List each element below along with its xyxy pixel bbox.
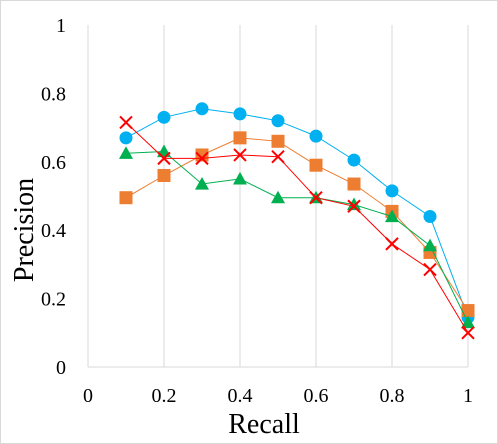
series-0-point-7 [385, 184, 399, 198]
series-3-point-6 [347, 199, 361, 213]
x-tick-label-0: 0 [83, 385, 93, 407]
series-2 [119, 144, 475, 329]
y-tick-label-2: 0.4 [41, 220, 66, 242]
series-3-point-8 [423, 262, 437, 277]
series-3-point-2 [195, 151, 209, 166]
series-0-point-8 [423, 210, 437, 224]
series-3-point-1 [157, 151, 171, 166]
x-tick-label-5: 1 [463, 385, 473, 407]
series-3-point-7-b [385, 237, 399, 251]
series-2-point-3 [233, 171, 247, 185]
series-3-point-0-b [119, 115, 133, 130]
labels: Recall Precision 0 0.2 0.4 0.6 0.8 1 0 0.2 0.4 0.… [9, 15, 473, 440]
series-3-point-9-b [461, 326, 475, 340]
y-tick-label-0: 0 [56, 357, 66, 379]
series-1-point-6 [347, 177, 361, 191]
series-1-point-1 [157, 168, 171, 182]
x-tick-label-4: 0.8 [380, 385, 405, 407]
series-3-point-9 [461, 326, 475, 340]
series-0-line [125, 108, 469, 318]
series-2-line [125, 150, 469, 323]
series-3-point-6-b [347, 199, 361, 213]
series-3-point-5 [309, 191, 323, 205]
series-0 [119, 102, 475, 324]
series-2-point-0 [119, 146, 133, 159]
x-tick-label-2: 0.4 [228, 385, 253, 407]
x-axis-title: Recall [228, 409, 300, 440]
series-3-point-8-b [423, 262, 437, 277]
y-tick-label-1: 0.2 [41, 289, 66, 311]
y-tick-label-3: 0.6 [41, 152, 66, 174]
series-1-point-0 [119, 191, 133, 205]
series-3-point-1-b [157, 151, 171, 166]
series-1-line [125, 137, 469, 311]
x-tick-label-1: 0.2 [152, 385, 177, 407]
series-3-point-4-b [271, 149, 285, 164]
series-2-point-6 [347, 197, 361, 211]
series-0-point-6 [347, 153, 361, 167]
series-2-point-9 [461, 315, 475, 329]
series-0-point-2 [195, 102, 209, 116]
series-1 [119, 131, 475, 318]
y-tick-label-5: 1 [56, 15, 66, 37]
series-1-point-4 [271, 134, 285, 148]
series-0-point-4 [271, 114, 285, 128]
series-3-point-4 [271, 149, 285, 164]
series-3-point-3-b [233, 148, 247, 162]
series-3-point-0 [119, 115, 133, 130]
series-3-point-2-b [195, 151, 209, 166]
series-0-point-5 [309, 129, 323, 143]
series-2-point-2 [195, 177, 209, 190]
series-0-point-3 [233, 107, 247, 121]
y-axis-title: Precision [9, 178, 40, 282]
series-3-line [125, 122, 469, 334]
series-3 [119, 115, 475, 340]
series-1-point-5 [309, 158, 323, 172]
series-2-point-4 [271, 190, 285, 204]
series-2-point-8 [423, 238, 437, 252]
series-3-point-5-b [309, 191, 323, 205]
y-tick-label-4: 0.8 [41, 83, 66, 105]
series-3-point-3 [233, 148, 247, 162]
series-0-point-1 [157, 110, 171, 124]
series-3-point-7 [385, 237, 399, 251]
series-0-point-0 [119, 131, 133, 145]
axes [87, 25, 468, 368]
series [119, 102, 475, 340]
series-1-point-3 [233, 131, 247, 145]
series-2-point-7 [385, 209, 399, 223]
series-1-point-9 [461, 304, 475, 318]
series-2-point-1 [157, 144, 171, 158]
x-tick-label-3: 0.6 [304, 385, 329, 407]
